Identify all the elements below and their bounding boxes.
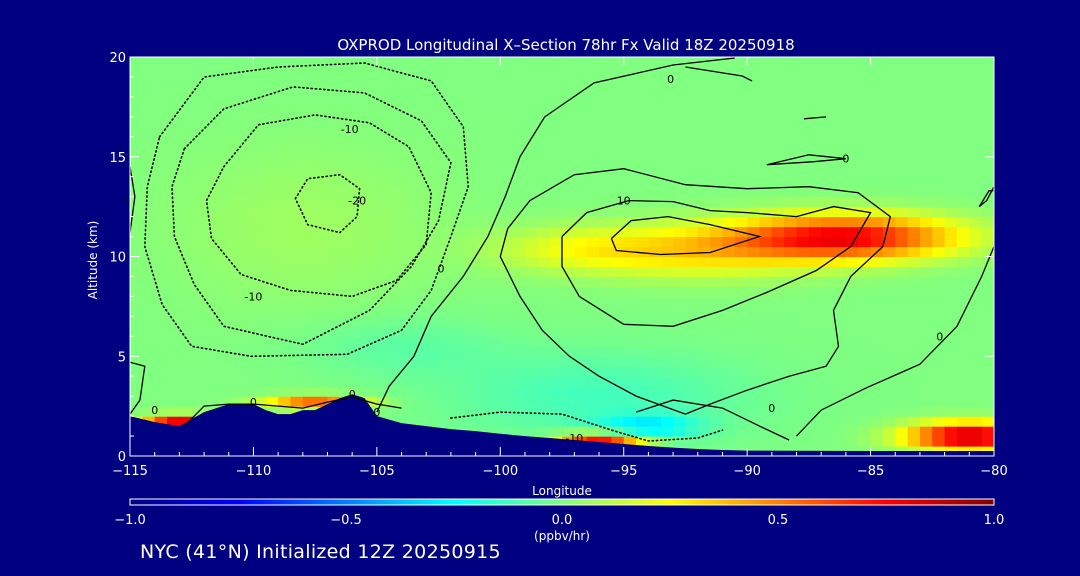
y-tick-label: 0	[118, 450, 126, 465]
contour-label: -10	[341, 123, 359, 136]
contour-line	[803, 116, 827, 120]
contour-label: 0	[124, 195, 131, 208]
y-tick-label: 10	[109, 251, 126, 266]
contour-line	[376, 57, 735, 413]
contour-label: 10	[617, 195, 631, 208]
x-tick-label: −115	[112, 464, 148, 479]
colorbar-tick-label: 0.0	[552, 513, 573, 528]
x-axis-label: Longitude	[532, 484, 592, 498]
contour-label: 0	[842, 153, 849, 166]
contour-line	[635, 399, 790, 441]
contour-line	[183, 396, 402, 427]
y-axis-label: Altitude (km)	[86, 221, 100, 300]
contour-line	[294, 173, 361, 234]
contour-label: 0	[373, 406, 380, 419]
contour-line	[796, 246, 994, 437]
contour-label: 0	[250, 396, 257, 409]
colorbar-tick-label: 0.5	[768, 513, 789, 528]
contour-line	[978, 186, 994, 208]
x-tick-label: −100	[482, 464, 518, 479]
contour-label: -10	[244, 290, 262, 303]
contour-label: -10	[565, 432, 583, 445]
colorbar-tick-label: −0.5	[330, 513, 362, 528]
colorbar-tick-label: 1.0	[984, 513, 1005, 528]
contour-label: 0	[349, 388, 356, 401]
contour-line	[561, 199, 872, 327]
terrain	[130, 394, 994, 456]
colorbar-gradient	[129, 498, 995, 506]
contour-label: 0	[936, 330, 943, 343]
contour-line	[143, 62, 470, 358]
y-tick-label: 15	[109, 151, 126, 166]
chart-title: OXPROD Longitudinal X–Section 78hr Fx Va…	[337, 36, 794, 54]
contour-line	[130, 361, 146, 415]
contour-label: 0	[667, 73, 674, 86]
colorbar: −1.0 −0.5 0.0 0.5 1.0	[114, 498, 1005, 528]
contour-label: 0	[438, 263, 445, 276]
x-tick-label: −85	[857, 464, 884, 479]
contour-line	[610, 215, 762, 256]
colorbar-tick-label: −1.0	[114, 513, 146, 528]
contour-line	[766, 154, 846, 166]
x-tick-label: −110	[236, 464, 272, 479]
contour-line	[171, 86, 452, 346]
y-tick-label: 20	[109, 51, 126, 66]
footer-text: NYC (41°N) Initialized 12Z 20250915	[140, 541, 501, 563]
contour-label: 0	[768, 402, 775, 415]
contour-label: 0	[151, 404, 158, 417]
y-tick-label: 5	[118, 350, 126, 365]
x-tick-label: −95	[610, 464, 637, 479]
contour-line	[450, 411, 724, 442]
contour-label: -20	[348, 195, 366, 208]
x-tick-label: −105	[359, 464, 395, 479]
contour-line	[685, 66, 753, 82]
contour-line	[499, 168, 892, 415]
x-tick-label: −90	[733, 464, 760, 479]
x-tick-label: −80	[980, 464, 1007, 479]
contour-line	[205, 114, 433, 298]
colorbar-label: (ppbv/hr)	[534, 529, 590, 543]
